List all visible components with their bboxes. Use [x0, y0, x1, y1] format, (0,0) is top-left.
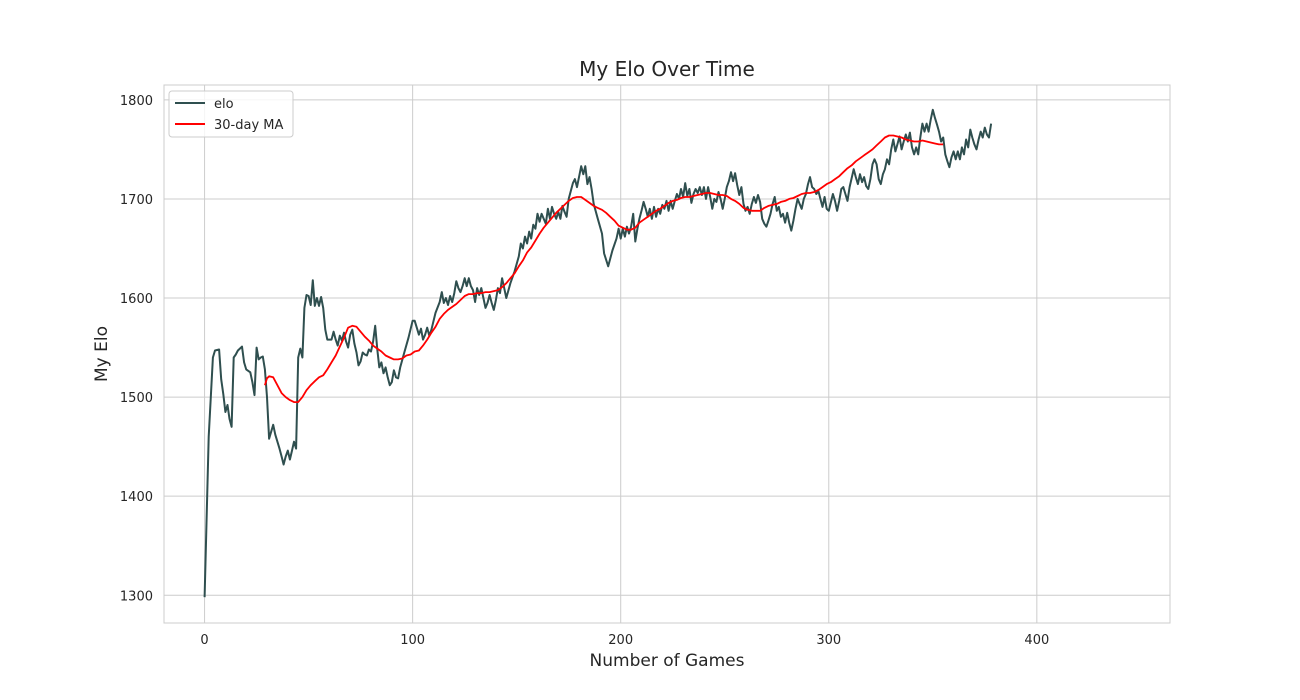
tick-labels: 0 100 200 300 400 1300 1400 1500 1600 1700 1800 [120, 94, 1049, 648]
grid-lines [164, 85, 1170, 623]
y-tick-label: 1500 [120, 391, 153, 406]
y-tick-label: 1300 [120, 589, 153, 604]
x-tick-label: 100 [400, 633, 425, 648]
elo-series-line [203, 108, 993, 598]
series-lines [203, 108, 993, 598]
x-tick-label: 200 [608, 633, 633, 648]
legend-label-ma: 30-day MA [214, 118, 283, 133]
x-tick-label: 300 [816, 633, 841, 648]
legend-label-elo: elo [214, 97, 234, 112]
ma-series-line [264, 134, 944, 403]
legend: elo 30-day MA [168, 90, 294, 138]
x-axis-label: Number of Games [590, 651, 745, 671]
y-axis-label: My Elo [92, 326, 112, 382]
y-tick-label: 1400 [120, 490, 153, 505]
y-tick-label: 1800 [120, 94, 153, 109]
x-tick-label: 400 [1024, 633, 1049, 648]
chart-title: My Elo Over Time [579, 57, 755, 81]
x-tick-label: 0 [200, 633, 208, 648]
plot-frame [163, 84, 1171, 624]
y-tick-label: 1600 [120, 292, 153, 307]
y-tick-label: 1700 [120, 193, 153, 208]
